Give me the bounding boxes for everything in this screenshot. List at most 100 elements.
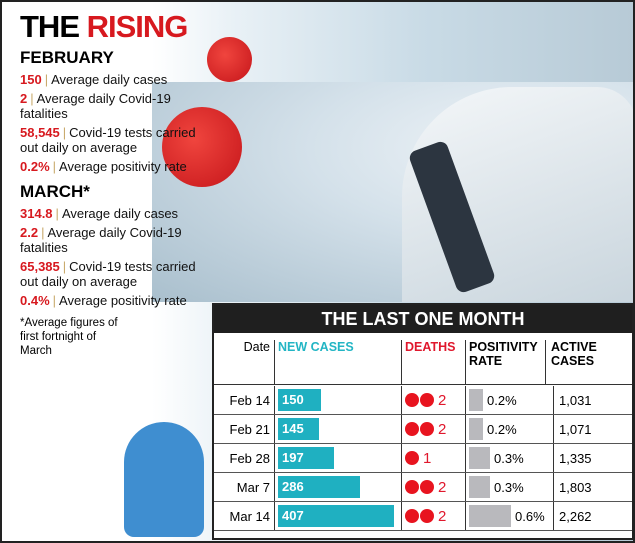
new-cases-cell: 197	[274, 444, 401, 472]
stat-item: 2 | Average daily Covid-19 fatalities	[20, 91, 200, 121]
february-heading: FEBRUARY	[20, 48, 114, 67]
stat-label: Average positivity rate	[59, 293, 187, 308]
stat-value: 58,545	[20, 125, 60, 140]
positivity-cell: 0.6%	[465, 502, 553, 530]
positivity-value: 0.3%	[494, 479, 524, 495]
date-cell: Feb 28	[229, 450, 270, 466]
divider: |	[52, 159, 57, 174]
table-row: Mar 14 407 2 0.6% 2,262	[214, 502, 632, 531]
divider: |	[62, 125, 67, 140]
stat-item: 58,545 | Covid-19 tests carried out daily …	[20, 125, 200, 155]
march-stats: 314.8 | Average daily cases 2.2 | Average dai…	[20, 206, 200, 308]
last-month-table: THE LAST ONE MONTH Date NEW CASES DEATHS…	[212, 303, 633, 540]
positivity-bar	[469, 389, 483, 411]
new-cases-bar: 197	[278, 447, 335, 469]
stat-value: 0.4%	[20, 293, 50, 308]
divider: |	[44, 72, 49, 87]
stat-item: 314.8 | Average daily cases	[20, 206, 200, 221]
divider: |	[55, 206, 59, 221]
death-dot	[405, 509, 419, 523]
stat-label: Average daily cases	[61, 206, 179, 221]
date-cell: Mar 14	[229, 508, 270, 524]
positivity-value: 0.2%	[487, 392, 517, 408]
stat-label: Average positivity rate	[59, 159, 187, 174]
death-dot	[405, 451, 419, 465]
stat-value: 314.8	[20, 206, 53, 221]
deaths-value: 2	[438, 420, 447, 438]
death-dot	[405, 422, 419, 436]
new-cases-bar: 150	[278, 389, 321, 411]
death-dot	[420, 509, 434, 523]
new-cases-cell: 407	[274, 502, 401, 530]
header-active: ACTIVE CASES	[545, 340, 615, 384]
positivity-value: 0.6%	[515, 508, 545, 524]
positivity-cell: 0.3%	[465, 473, 553, 501]
date-cell: Mar 7	[236, 479, 270, 495]
march-heading: MARCH*	[20, 182, 90, 201]
table-row: Feb 14 150 2 0.2% 1,031	[214, 386, 632, 415]
positivity-cell: 0.2%	[465, 386, 553, 414]
stat-label: Average daily cases	[51, 72, 168, 87]
active-cases-cell: 2,262	[553, 502, 632, 530]
header-date: Date	[243, 340, 270, 354]
death-dot	[420, 393, 434, 407]
new-cases-cell: 286	[274, 473, 401, 501]
february-stats: 150 | Average daily cases 2 | Average daily C…	[20, 72, 200, 174]
table-row: Feb 28 197 1 0.3% 1,335	[214, 444, 632, 473]
stat-item: 65,385 | Covid-19 tests carried out daily …	[20, 259, 200, 289]
death-dot	[420, 480, 434, 494]
date-cell: Feb 21	[229, 421, 270, 437]
positivity-cell: 0.2%	[465, 415, 553, 443]
table-row: Mar 7 286 2 0.3% 1,803	[214, 473, 632, 502]
stat-item: 0.4% | Average positivity rate	[20, 293, 200, 308]
active-cases-cell: 1,071	[553, 415, 632, 443]
deaths-cell: 2	[401, 473, 465, 501]
death-dot	[405, 393, 419, 407]
virus-icon	[162, 107, 242, 187]
stat-item: 2.2 | Average daily Covid-19 fatalities	[20, 225, 200, 255]
deaths-value: 2	[438, 391, 447, 409]
active-cases-cell: 1,803	[553, 473, 632, 501]
divider: |	[30, 91, 34, 106]
table-title: THE LAST ONE MONTH	[214, 305, 632, 333]
stat-value: 2	[20, 91, 28, 106]
deaths-cell: 2	[401, 386, 465, 414]
stat-label: Covid-19 tests carried out daily on aver…	[20, 259, 196, 289]
deaths-value: 1	[423, 449, 432, 467]
header-new-cases: NEW CASES	[274, 340, 401, 384]
stat-value: 65,385	[20, 259, 60, 274]
header-deaths: DEATHS	[401, 340, 465, 384]
deaths-cell: 2	[401, 415, 465, 443]
main-title: THE RISING	[20, 9, 188, 44]
positivity-bar	[469, 418, 483, 440]
positivity-cell: 0.3%	[465, 444, 553, 472]
virus-icon	[207, 37, 252, 82]
divider: |	[62, 259, 67, 274]
deaths-value: 2	[438, 478, 447, 496]
new-cases-bar: 145	[278, 418, 320, 440]
deaths-cell: 1	[401, 444, 465, 472]
table-row: Feb 21 145 2 0.2% 1,071	[214, 415, 632, 444]
new-cases-cell: 150	[274, 386, 401, 414]
stat-item: 150 | Average daily cases	[20, 72, 200, 87]
new-cases-cell: 145	[274, 415, 401, 443]
new-cases-bar: 407	[278, 505, 394, 527]
stat-label: Average daily Covid-19 fatalities	[20, 91, 171, 121]
stat-value: 0.2%	[20, 159, 50, 174]
divider: |	[52, 293, 57, 308]
positivity-bar	[469, 505, 511, 527]
header-positivity: POSITIVITY RATE	[465, 340, 545, 384]
positivity-value: 0.2%	[487, 421, 517, 437]
death-dot	[420, 422, 434, 436]
positivity-bar	[469, 447, 490, 469]
positivity-value: 0.3%	[494, 450, 524, 466]
stat-label: Covid-19 tests carried out daily on aver…	[20, 125, 196, 155]
deaths-cell: 2	[401, 502, 465, 530]
summary-panel: THE RISING FEBRUARY 150 | Average daily ca…	[20, 10, 200, 358]
death-dot	[405, 480, 419, 494]
stat-item: 0.2% | Average positivity rate	[20, 159, 200, 174]
active-cases-cell: 1,335	[553, 444, 632, 472]
date-cell: Feb 14	[229, 392, 270, 408]
gloved-hand-test-tube-illustration	[124, 422, 204, 537]
